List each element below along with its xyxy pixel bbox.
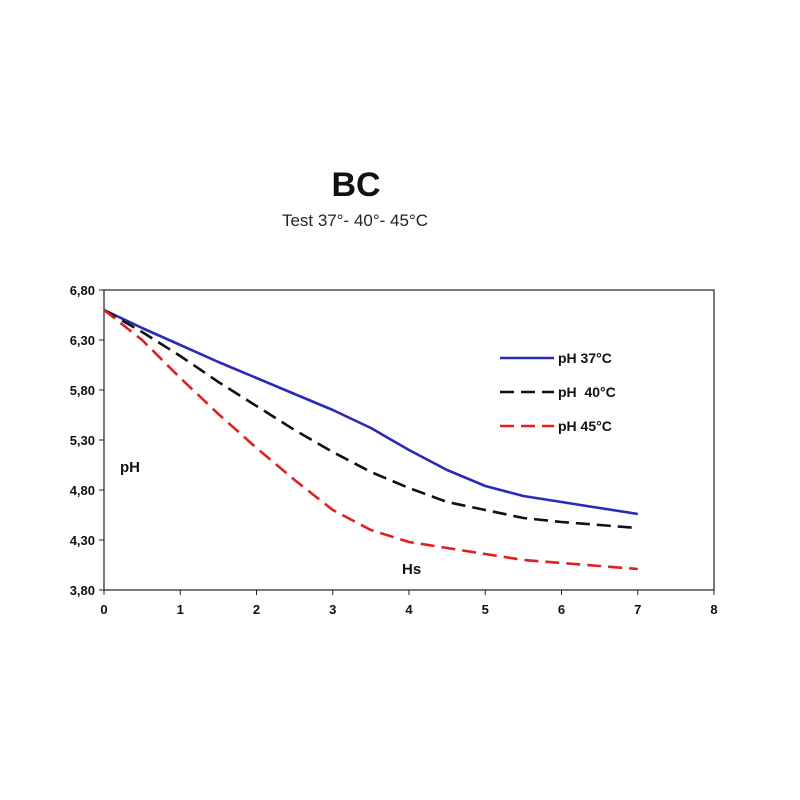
chart-subtitle: Test 37°- 40°- 45°C [281,211,429,230]
series-line-2 [103,308,638,571]
legend-label-2: pH 45°C [558,418,612,434]
y-axis: 3,80 4,30 4,80 5,30 5,80 6,30 6,80 [70,283,104,598]
x-tick-label: 8 [710,602,717,617]
x-tick-label: 0 [100,602,107,617]
y-tick-label: 5,80 [70,383,95,398]
legend-label-1: pH 40°C [558,384,616,400]
x-tick-label: 1 [177,602,184,617]
plot-area [103,289,715,591]
y-tick-label: 3,80 [70,583,95,598]
legend-label-0: pH 37°C [558,350,612,366]
x-tick-label: 4 [405,602,413,617]
series-line-0 [103,308,639,516]
x-tick-label: 2 [253,602,260,617]
x-tick-label: 6 [558,602,565,617]
x-tick-label: 3 [329,602,336,617]
x-axis-label: Hs [402,561,421,578]
x-tick-label: 7 [634,602,641,617]
legend: pH 37°C pH 40°C pH 45°C [500,350,616,434]
chart-title: BC [331,166,381,204]
y-tick-label: 5,30 [70,433,95,448]
y-tick-label: 6,30 [70,333,95,348]
x-axis: 0 1 2 3 4 5 6 7 8 [100,590,718,617]
y-axis-label: pH [120,459,140,476]
y-tick-label: 4,80 [70,483,95,498]
y-tick-label: 6,80 [70,283,95,298]
x-tick-label: 5 [482,602,489,617]
series-group [103,308,639,571]
y-tick-label: 4,30 [70,533,95,548]
